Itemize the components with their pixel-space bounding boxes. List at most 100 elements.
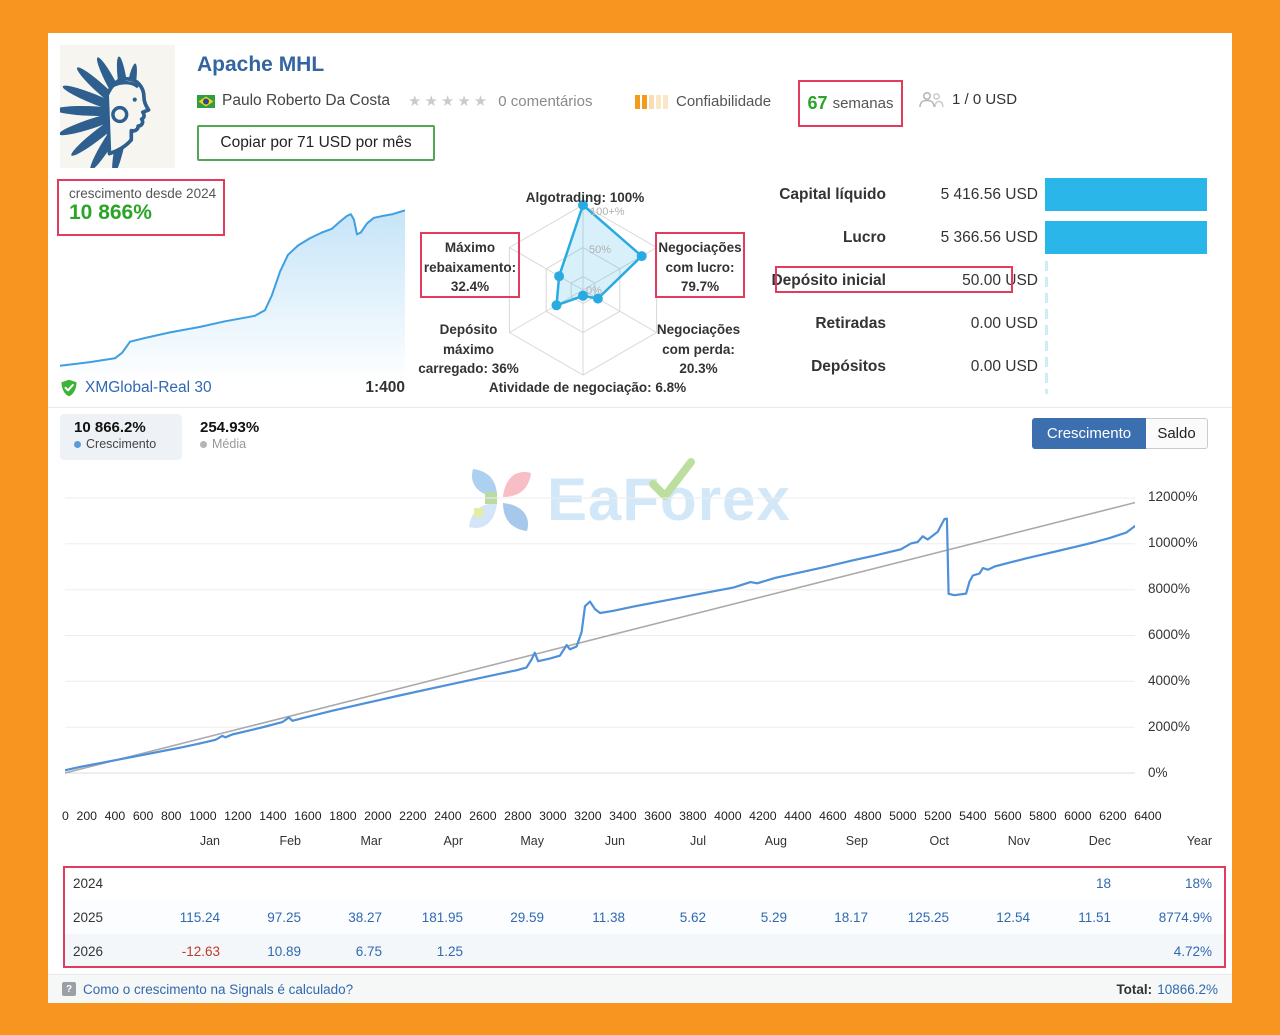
radar-scale-100: 100+%: [590, 206, 625, 218]
x-axis-tick: 6200: [1099, 809, 1127, 823]
table-row: 2024 18 18%: [63, 866, 1226, 900]
growth-series-dot-icon: [74, 440, 81, 448]
legend-average-chip[interactable]: 254.93% Média: [200, 419, 259, 451]
radar-label-line: Negociações: [656, 322, 741, 337]
table-row: 2026 -12.63 10.89 6.75 1.25 4.72%: [63, 934, 1226, 968]
signal-title[interactable]: Apache MHL: [197, 53, 325, 76]
table-cell: 38.27: [348, 909, 382, 925]
radar-scale-0: 0%: [586, 285, 602, 297]
x-axis-tick: 2800: [504, 809, 532, 823]
radar-label-line: carregado: 36%: [418, 361, 519, 377]
month-header: Aug: [764, 834, 787, 848]
brazil-flag-icon: [197, 94, 215, 108]
month-header: Sep: [845, 834, 868, 848]
stat-row-initial-deposit: Depósito inicial 50.00 USD: [608, 259, 1038, 302]
account-row: XMGlobal-Real 30 1:400: [60, 379, 405, 397]
author-row: Paulo Roberto Da Costa: [197, 92, 390, 110]
x-axis-tick: 5200: [924, 809, 952, 823]
radar-label-line: 32.4%: [450, 279, 490, 295]
x-axis-tick: 3800: [679, 809, 707, 823]
table-cell: 18: [1095, 875, 1111, 891]
average-series-dot-icon: [200, 440, 207, 448]
account-link[interactable]: XMGlobal-Real 30: [85, 379, 212, 396]
x-axis-tick: 3400: [609, 809, 637, 823]
table-cell: 97.25: [267, 909, 301, 925]
y-axis-tick: 2000%: [1148, 719, 1191, 734]
month-header: Jul: [690, 834, 706, 848]
tab-growth[interactable]: Crescimento: [1032, 418, 1146, 449]
footer-bar: ? Como o crescimento na Signals é calcul…: [48, 974, 1232, 1003]
radar-label-max-deposit-load: Depósito máximo carregado: 36%: [416, 320, 521, 379]
main-chart: [65, 497, 1135, 774]
x-axis-tick: 2000: [364, 809, 392, 823]
stat-value: 0.00 USD: [970, 314, 1038, 332]
weeks-annotation-box: 67 semanas: [798, 80, 903, 127]
month-header: Apr: [443, 834, 463, 848]
watermark-text: EaForex: [547, 458, 791, 530]
legend-growth-value: 10 866.2%: [74, 419, 146, 436]
mini-chart-wrap: [59, 190, 406, 375]
watermark-check-icon: [649, 458, 695, 500]
rating-row: ★★★★★ 0 comentários: [408, 92, 593, 111]
x-axis-tick: 0: [62, 809, 69, 823]
table-year: 2024: [73, 875, 104, 891]
legend-average-value: 254.93%: [200, 419, 260, 436]
comments-link[interactable]: 0 comentários: [498, 92, 593, 110]
table-cell: 125.25: [907, 909, 949, 925]
radar-label-line: rebaixamento:: [423, 259, 517, 275]
radar-label-line: 79.7%: [680, 279, 720, 295]
growth-calculation-link[interactable]: Como o crescimento na Signals é calculad…: [83, 981, 354, 997]
table-year-total: 4.72%: [1173, 943, 1212, 959]
x-axis-tick: 5600: [994, 809, 1022, 823]
stats-panel: Capital líquido 5 416.56 USD Lucro 5 366…: [608, 173, 1038, 388]
month-header: Feb: [279, 834, 301, 848]
subscribers-value: 1 / 0 USD: [952, 91, 1018, 108]
radar-label-max-drawdown: Máximo rebaixamento: 32.4%: [420, 232, 520, 298]
table-cell: -12.63: [181, 943, 220, 959]
radar-label-trading-activity: Atividade de negociação: 6.8%: [488, 380, 687, 395]
eaforex-watermark: EaForex: [463, 458, 791, 537]
reliability-label: Confiabilidade: [676, 93, 772, 110]
table-cell: 6.75: [355, 943, 382, 959]
author-name[interactable]: Paulo Roberto Da Costa: [222, 92, 391, 109]
signal-card: Apache MHL Paulo Roberto Da Costa ★★★★★ …: [48, 33, 1232, 1003]
x-axis-tick: 2400: [434, 809, 462, 823]
verified-shield-icon: [61, 379, 77, 397]
total-label: Total:: [1116, 981, 1153, 997]
help-icon: ?: [62, 982, 76, 996]
y-axis-tick: 8000%: [1148, 581, 1191, 596]
tab-balance[interactable]: Saldo: [1146, 418, 1208, 449]
indian-head-avatar-image: [55, 49, 175, 175]
month-header: Jun: [604, 834, 625, 848]
x-axis-tick: 1400: [259, 809, 287, 823]
radar-scale-50: 50%: [589, 244, 612, 256]
section-divider: [48, 407, 1232, 408]
table-cell: 115.24: [179, 909, 220, 925]
stat-value: 0.00 USD: [970, 357, 1038, 375]
x-axis-tick: 5800: [1029, 809, 1057, 823]
table-year: 2026: [73, 943, 104, 959]
month-header: Jan: [199, 834, 220, 848]
weeks-value: 67: [807, 93, 828, 113]
x-axis-tick: 3600: [644, 809, 672, 823]
legend-average-label: Média: [212, 437, 247, 451]
y-axis-tick: 0%: [1148, 765, 1168, 780]
legend-growth-label: Crescimento: [86, 437, 157, 451]
x-axis-tick: 1200: [224, 809, 252, 823]
copy-signal-button[interactable]: Copiar por 71 USD por mês: [197, 125, 435, 161]
y-axis-tick: 10000%: [1148, 535, 1198, 550]
radar-label-line: com perda:: [662, 341, 735, 357]
leverage-value: 1:400: [365, 379, 405, 396]
legend-growth-chip[interactable]: 10 866.2% Crescimento: [60, 414, 182, 460]
weeks-label: semanas: [832, 95, 894, 112]
radar-label-line: Depósito: [439, 322, 498, 337]
stat-label: Lucro: [842, 228, 886, 246]
x-axis-tick: 6000: [1064, 809, 1092, 823]
month-header: Nov: [1007, 834, 1030, 848]
rating-stars-icon: ★★★★★: [408, 93, 491, 110]
table-cell: 1.25: [436, 943, 463, 959]
table-cell: 10.89: [267, 943, 301, 959]
x-axis-ticks: 0 200 400 600 800 1000 1200 1400 1600 1800 2000 220…: [62, 809, 1162, 823]
equity-bar: [1045, 178, 1207, 211]
stat-value: 5 416.56 USD: [940, 185, 1038, 203]
